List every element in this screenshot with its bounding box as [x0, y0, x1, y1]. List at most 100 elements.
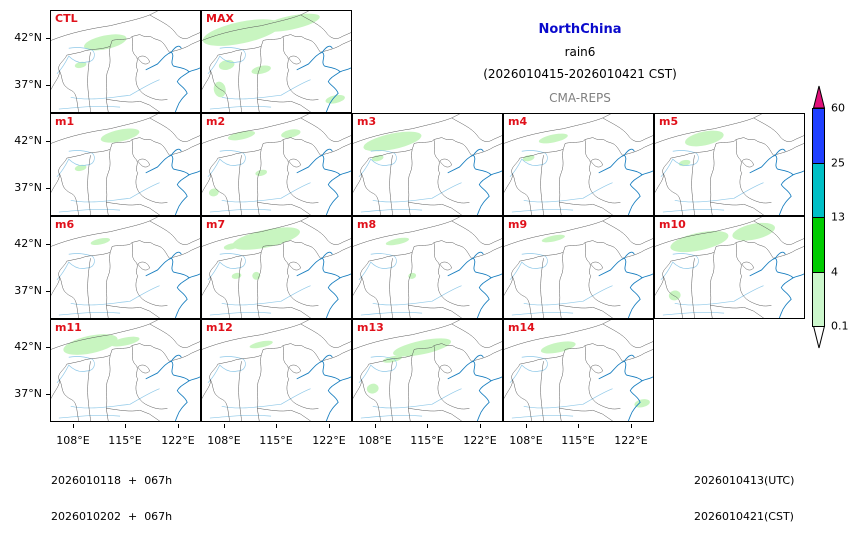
rain-areas	[63, 334, 140, 355]
colorbar-segment	[812, 108, 825, 164]
map-panel-m4: m4	[503, 113, 654, 216]
x-tick-label: 122°E	[614, 434, 648, 447]
colorbar-level-label: 4	[831, 265, 838, 278]
x-tick-mark	[526, 424, 527, 428]
x-tick-label: 108°E	[358, 434, 392, 447]
map-panel-m3: m3	[352, 113, 503, 216]
rain-areas	[668, 222, 775, 301]
y-tick-label: 42°N	[14, 134, 42, 147]
panel-label: m10	[659, 218, 686, 231]
rain-areas	[249, 340, 273, 349]
y-tick-mark	[46, 291, 50, 292]
map-panel-ctl: CTL	[50, 10, 201, 113]
map-panel-m6: m6	[50, 216, 201, 319]
panel-label: m14	[508, 321, 535, 334]
x-tick-mark	[178, 424, 179, 428]
panel-label: m2	[206, 115, 226, 128]
header-model: CMA-REPS	[549, 91, 611, 105]
y-tick-mark	[46, 347, 50, 348]
precip-map	[353, 217, 502, 318]
footer-right-line2: 2026010421(CST)	[694, 510, 794, 523]
rain-areas	[363, 131, 422, 162]
y-tick-label: 42°N	[14, 340, 42, 353]
panel-label: m6	[55, 218, 75, 231]
map-panel-m14: m14	[503, 319, 654, 422]
y-tick-mark	[46, 244, 50, 245]
precip-map	[655, 217, 804, 318]
panel-label: m4	[508, 115, 528, 128]
footer-init-time: 2026010118 + 067h 2026010202 + 067h	[51, 451, 172, 535]
rain-areas	[385, 237, 417, 279]
x-tick-mark	[125, 424, 126, 428]
x-tick-label: 108°E	[509, 434, 543, 447]
x-tick-mark	[224, 424, 225, 428]
map-panel-m1: m1	[50, 113, 201, 216]
y-tick-label: 42°N	[14, 31, 42, 44]
panel-label: m13	[357, 321, 384, 334]
precip-map	[202, 217, 351, 318]
footer-right-line1: 2026010413(UTC)	[694, 474, 795, 487]
precip-map	[202, 114, 351, 215]
x-tick-mark	[427, 424, 428, 428]
footer-left-line1: 2026010118 + 067h	[51, 474, 173, 487]
header-variable: rain6	[564, 45, 596, 59]
x-tick-mark	[578, 424, 579, 428]
footer-left-line2: 2026010202 + 067h	[51, 510, 173, 523]
precip-map	[655, 114, 804, 215]
colorbar-segment	[812, 271, 825, 327]
header-period: (2026010415-2026010421 CST)	[483, 67, 677, 81]
map-panel-m7: m7	[201, 216, 352, 319]
map-panel-m9: m9	[503, 216, 654, 319]
x-tick-label: 115°E	[259, 434, 293, 447]
panel-label: m12	[206, 321, 233, 334]
precip-map	[51, 320, 200, 421]
rain-areas	[208, 129, 301, 197]
y-tick-mark	[46, 85, 50, 86]
colorbar-level-label: 25	[831, 156, 845, 169]
colorbar-under-arrow	[812, 325, 826, 349]
map-panel-m8: m8	[352, 216, 503, 319]
x-tick-label: 108°E	[207, 434, 241, 447]
panel-label: CTL	[55, 12, 78, 25]
precip-map	[353, 114, 502, 215]
header-region-title: NorthChina	[538, 22, 622, 37]
y-tick-mark	[46, 38, 50, 39]
rain-areas	[90, 237, 111, 246]
map-panel-max: MAX	[201, 10, 352, 113]
precip-map	[202, 11, 351, 112]
precip-map	[51, 11, 200, 112]
colorbar-segment	[812, 162, 825, 218]
map-panel-m10: m10	[654, 216, 805, 319]
x-tick-mark	[276, 424, 277, 428]
panel-label: m5	[659, 115, 679, 128]
x-tick-label: 122°E	[312, 434, 346, 447]
map-panel-m13: m13	[352, 319, 503, 422]
rain-areas	[540, 341, 650, 408]
precip-map	[353, 320, 502, 421]
map-panel-m11: m11	[50, 319, 201, 422]
x-tick-mark	[631, 424, 632, 428]
panel-label: m7	[206, 218, 226, 231]
y-tick-label: 42°N	[14, 237, 42, 250]
colorbar-level-label: 0.1	[831, 319, 849, 333]
precip-map	[51, 114, 200, 215]
precip-map	[202, 320, 351, 421]
y-tick-label: 37°N	[14, 387, 42, 400]
x-tick-label: 115°E	[108, 434, 142, 447]
map-panel-m5: m5	[654, 113, 805, 216]
colorbar-over-arrow	[812, 85, 826, 109]
x-tick-mark	[480, 424, 481, 428]
x-tick-label: 122°E	[161, 434, 195, 447]
panel-label: m8	[357, 218, 377, 231]
rain-areas	[74, 34, 127, 69]
x-tick-mark	[375, 424, 376, 428]
x-tick-mark	[329, 424, 330, 428]
y-tick-mark	[46, 141, 50, 142]
rain-areas	[541, 234, 565, 243]
y-tick-mark	[46, 394, 50, 395]
footer-valid-time: 2026010413(UTC) 2026010421(CST)	[694, 451, 794, 535]
rain-areas	[366, 338, 452, 394]
x-tick-label: 115°E	[410, 434, 444, 447]
x-tick-label: 122°E	[463, 434, 497, 447]
rain-areas	[678, 130, 724, 167]
